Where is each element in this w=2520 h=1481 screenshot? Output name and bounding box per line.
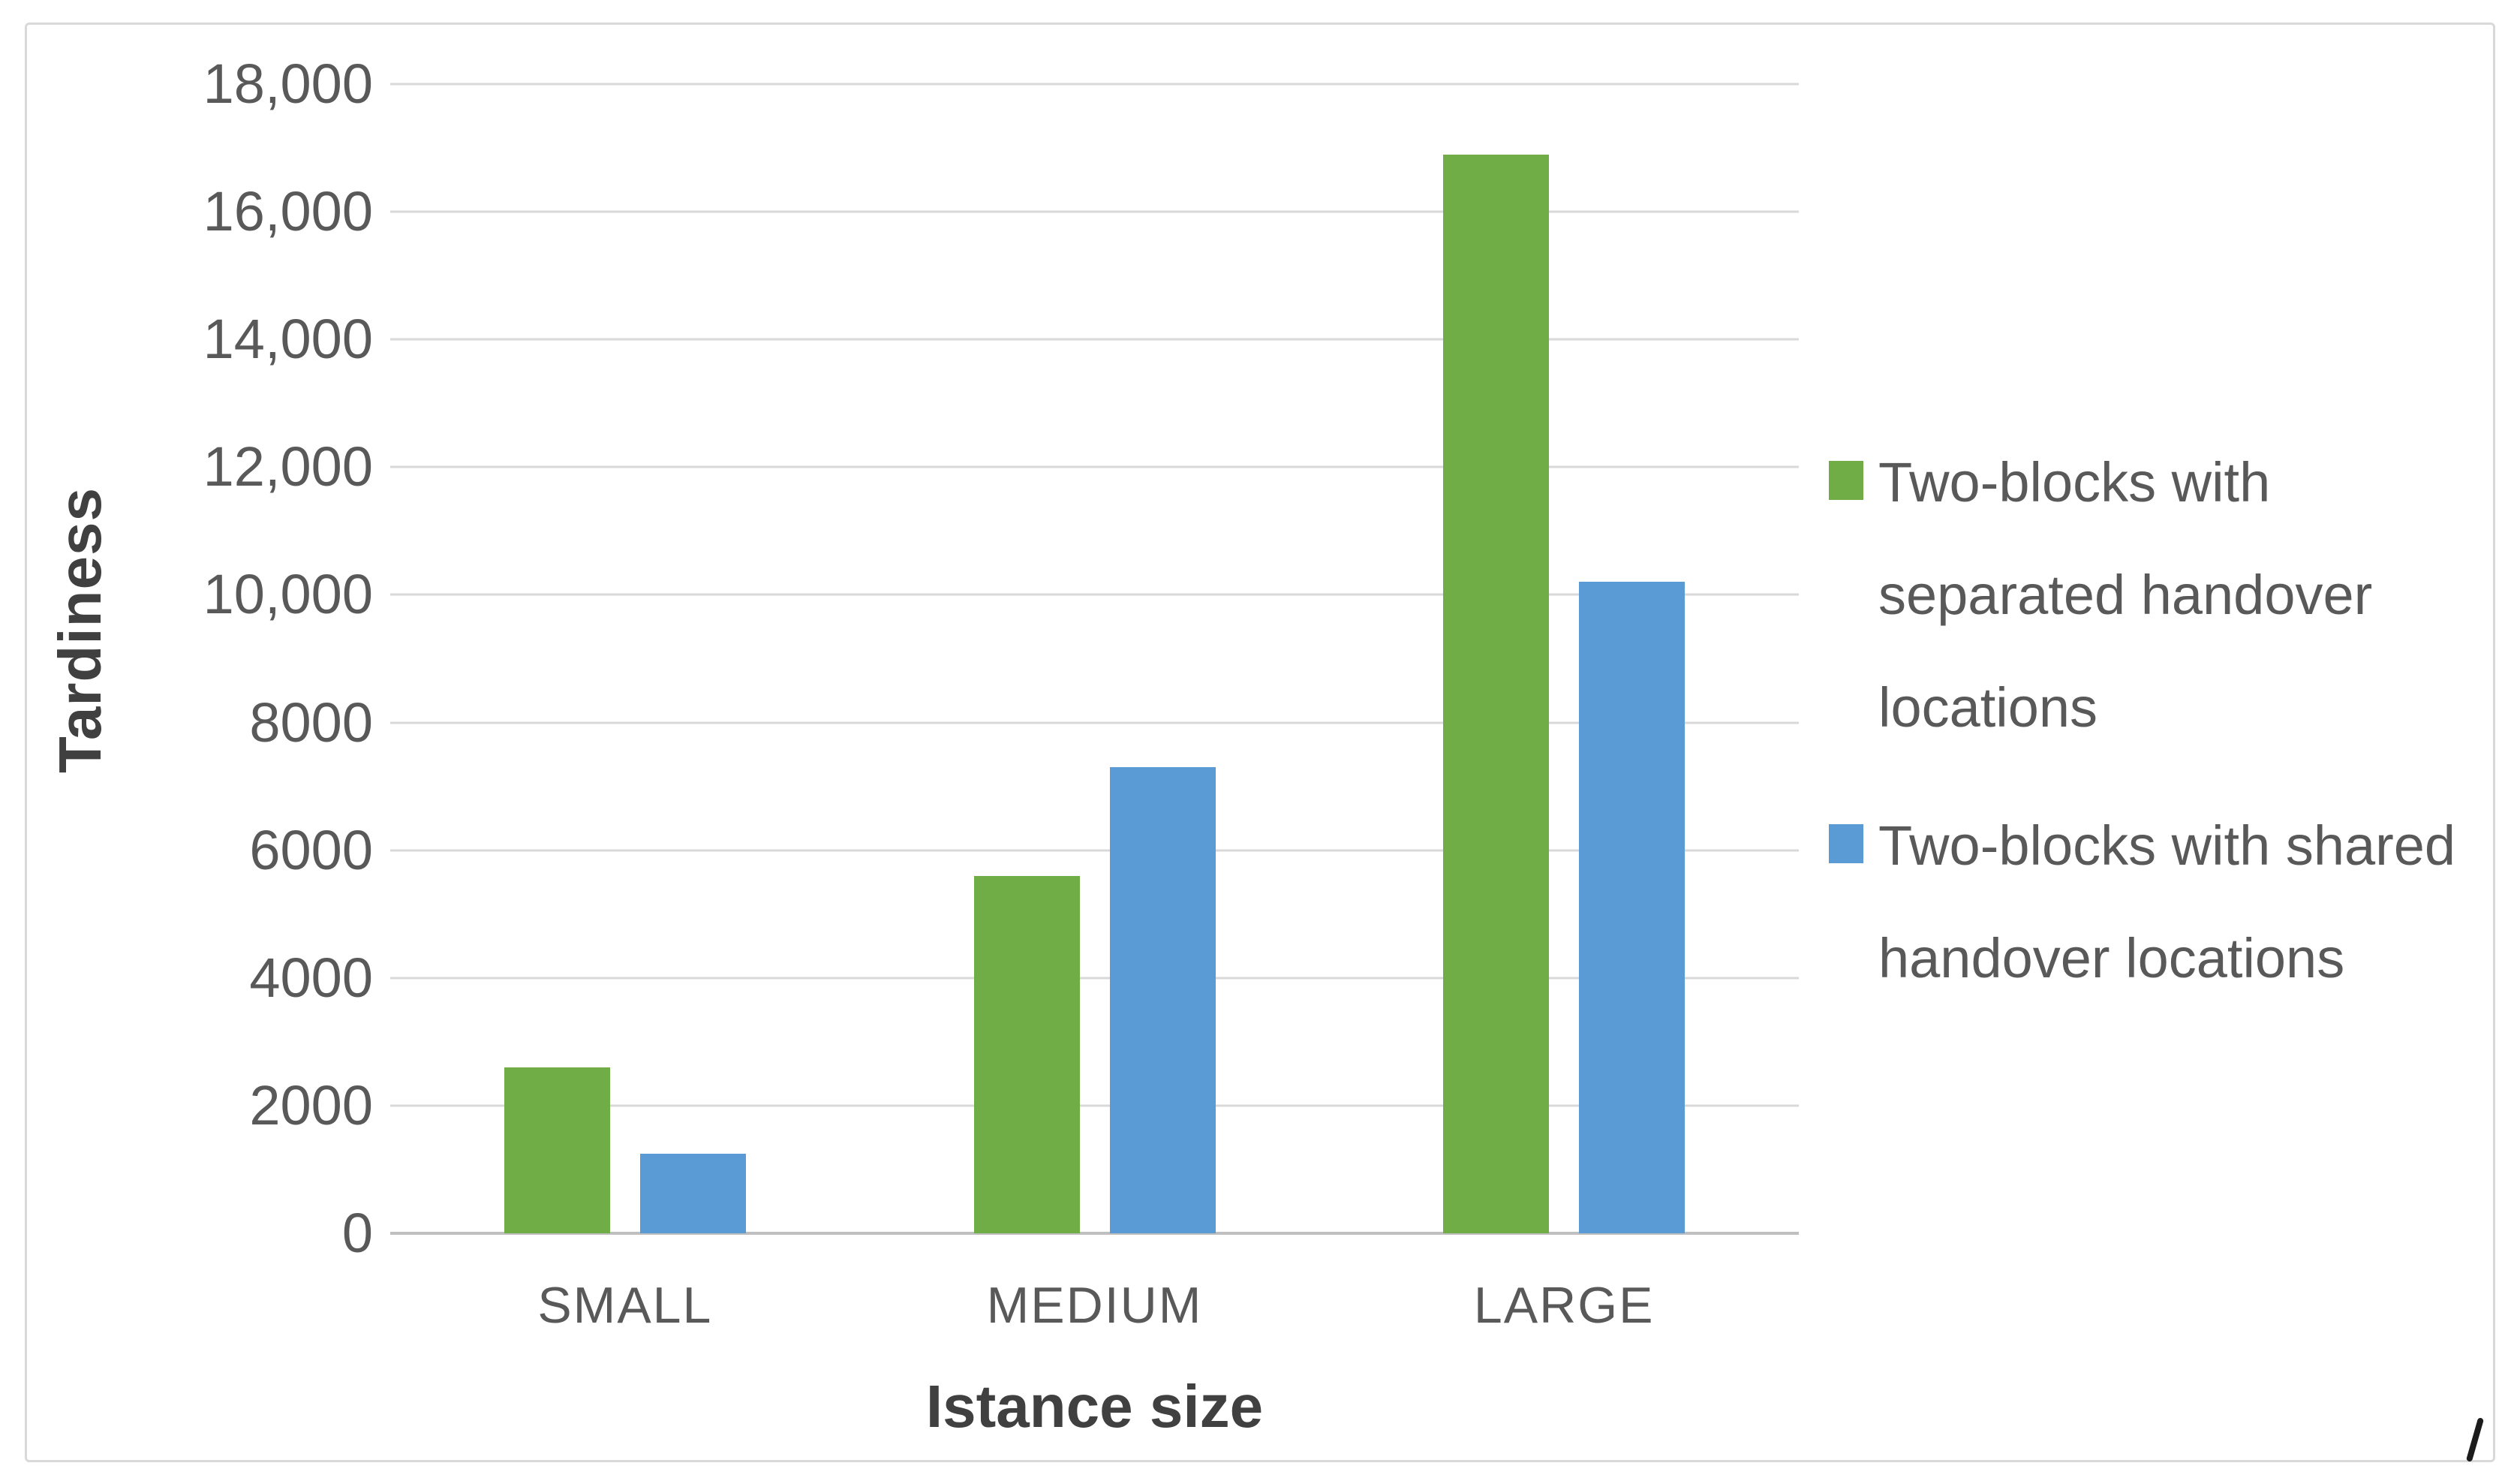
bar-separated-medium [973, 875, 1080, 1233]
y-tick-label-2000: 2000 [249, 1073, 373, 1136]
legend-swatch-shared-icon [1829, 824, 1863, 863]
chart-frame [25, 23, 2495, 1462]
bar-group-large [1329, 84, 1799, 1233]
y-axis-tick-labels: 0 2000 4000 6000 8000 10,000 12,000 14,000 16,00… [83, 56, 373, 1261]
bar-separated-small [504, 1067, 610, 1233]
legend-label-separated: Two-blocks with separated handover locat… [1878, 451, 2373, 739]
legend: Two-blocks with separated handover locat… [1829, 0, 2497, 1481]
x-category-label-small: SMALL [537, 1277, 713, 1334]
bar-shared-medium [1109, 767, 1216, 1233]
plot-area [390, 83, 1799, 1235]
legend-swatch-separated-icon [1829, 461, 1863, 500]
bar-shared-large [1579, 582, 1686, 1233]
gridline-8000 [390, 721, 1799, 724]
gridline-6000 [390, 849, 1799, 852]
y-tick-label-12000: 12,000 [203, 435, 373, 498]
gridline-14000 [390, 338, 1799, 341]
legend-label-shared: Two-blocks with shared handover location… [1878, 814, 2456, 989]
y-tick-label-14000: 14,000 [203, 308, 373, 371]
y-tick-label-18000: 18,000 [203, 53, 373, 115]
gridline-16000 [390, 210, 1799, 213]
x-axis-line [390, 1232, 1799, 1235]
legend-item-shared: Two-blocks with shared handover location… [1829, 790, 2486, 1015]
bar-group-small [390, 84, 860, 1233]
y-tick-label-0: 0 [341, 1202, 373, 1264]
legend-item-separated: Two-blocks with separated handover locat… [1829, 426, 2486, 764]
y-tick-label-4000: 4000 [249, 946, 373, 1009]
y-tick-label-10000: 10,000 [203, 563, 373, 626]
bar-separated-large [1443, 154, 1550, 1233]
bar-group-medium [860, 84, 1330, 1233]
gridline-4000 [390, 977, 1799, 980]
x-axis-title: Istance size [925, 1373, 1264, 1440]
gridline-12000 [390, 465, 1799, 468]
gridline-18000 [390, 83, 1799, 86]
x-category-label-medium: MEDIUM [986, 1277, 1203, 1334]
gridline-10000 [390, 593, 1799, 596]
bar-groups [390, 84, 1799, 1233]
y-tick-label-16000: 16,000 [203, 180, 373, 243]
bar-shared-small [639, 1153, 746, 1233]
x-category-label-large: LARGE [1473, 1277, 1655, 1334]
gridline-2000 [390, 1104, 1799, 1107]
y-tick-label-6000: 6000 [249, 818, 373, 881]
y-tick-label-8000: 8000 [249, 691, 373, 754]
x-axis-category-labels: SMALL MEDIUM LARGE [390, 1276, 1799, 1335]
